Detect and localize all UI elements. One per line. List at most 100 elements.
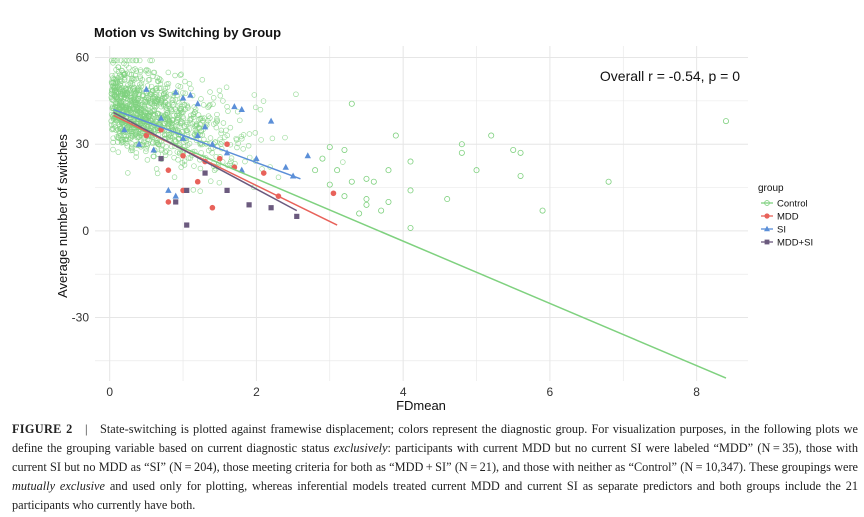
- si-point: [231, 103, 238, 110]
- si-point: [253, 155, 260, 162]
- caption-emphasis-exclusively: exclusively: [333, 441, 388, 455]
- control-point: [252, 130, 259, 136]
- legend-key-marker: [764, 239, 770, 245]
- control-point: [160, 101, 167, 107]
- control-point: [169, 135, 175, 141]
- control-point: [363, 201, 370, 208]
- si-point: [304, 152, 311, 159]
- x-tick-label: 4: [400, 385, 407, 399]
- control-point: [211, 121, 217, 127]
- control-point: [260, 98, 267, 104]
- control-point: [117, 100, 123, 106]
- chart-title: Motion vs Switching by Group: [94, 25, 281, 40]
- si-point: [157, 114, 165, 121]
- caption-text-2: : participants with current MDD but no c…: [12, 441, 858, 474]
- control-point: [385, 198, 392, 205]
- control-point: [166, 149, 173, 156]
- legend-label: Control: [777, 199, 808, 210]
- control-point: [163, 148, 170, 154]
- control-point: [172, 72, 178, 79]
- control-point: [275, 174, 282, 181]
- control-point: [126, 64, 132, 71]
- control-point: [162, 152, 169, 159]
- control-point: [510, 146, 517, 153]
- control-point: [356, 210, 363, 217]
- control-point: [152, 104, 159, 111]
- control-point: [184, 102, 190, 109]
- control-point: [363, 175, 370, 182]
- control-point: [137, 81, 143, 88]
- control-point: [113, 77, 120, 84]
- control-point: [134, 97, 141, 104]
- control-point: [122, 91, 129, 98]
- control-point: [115, 149, 122, 155]
- control-point: [407, 224, 414, 231]
- si-point: [187, 91, 194, 98]
- control-point: [113, 100, 119, 106]
- control-point: [150, 153, 157, 160]
- control-point: [240, 132, 247, 138]
- control-point: [128, 93, 134, 99]
- control-point: [163, 144, 169, 150]
- control-point: [190, 114, 197, 120]
- mdd-point: [209, 204, 216, 211]
- control-point: [125, 170, 131, 176]
- control-point: [326, 181, 333, 188]
- mdd-si-point: [184, 187, 190, 193]
- control-point: [133, 57, 140, 64]
- x-tick-label: 6: [547, 385, 554, 399]
- legend-key-marker: [764, 225, 770, 232]
- mdd-point: [330, 190, 337, 197]
- mdd-point: [224, 141, 230, 147]
- control-point: [168, 123, 175, 129]
- control-point: [178, 118, 184, 124]
- control-point: [118, 73, 124, 80]
- control-point: [116, 135, 122, 142]
- control-point: [169, 97, 175, 103]
- control-point: [133, 105, 139, 112]
- control-point: [177, 84, 184, 90]
- x-tick-label: 2: [253, 385, 260, 399]
- correlation-annotation: Overall r = -0.54, p = 0: [600, 68, 740, 84]
- mdd-si-point: [184, 222, 190, 228]
- caption-separator: |: [85, 422, 88, 436]
- control-point: [334, 167, 341, 174]
- control-point: [172, 97, 179, 103]
- si-point: [194, 100, 201, 107]
- mdd-point: [143, 132, 150, 139]
- control-point: [233, 135, 239, 142]
- control-point: [201, 136, 207, 143]
- control-point: [136, 134, 142, 140]
- control-point: [363, 196, 370, 203]
- control-point: [133, 90, 139, 96]
- si-point: [135, 140, 143, 147]
- control-point: [154, 140, 160, 146]
- control-point: [216, 87, 223, 94]
- control-point: [209, 150, 215, 156]
- control-point: [130, 57, 136, 64]
- control-point: [122, 70, 128, 77]
- tick-labels: 0 2 4 6 8 60 30 0 -30: [72, 51, 701, 399]
- control-point: [341, 146, 348, 153]
- mdd-si-point: [224, 187, 230, 193]
- control-point: [110, 146, 116, 153]
- mdd-si-point: [246, 202, 252, 208]
- control-point: [126, 104, 133, 110]
- control-point: [190, 111, 197, 117]
- control-point: [114, 57, 120, 64]
- fit-line-si: [113, 108, 301, 180]
- control-point: [153, 103, 160, 109]
- control-point: [186, 140, 193, 147]
- mdd-si-point: [294, 213, 300, 219]
- control-point: [133, 107, 140, 113]
- control-point: [110, 135, 117, 141]
- control-point: [227, 124, 234, 131]
- caption-text-1: State-switching is plotted against frame…: [12, 422, 858, 455]
- control-point: [181, 124, 188, 130]
- control-point: [149, 57, 155, 64]
- legend-key-marker: [764, 200, 770, 206]
- control-point: [348, 100, 355, 107]
- control-point: [142, 99, 149, 105]
- si-point: [267, 117, 275, 124]
- control-point: [181, 101, 188, 108]
